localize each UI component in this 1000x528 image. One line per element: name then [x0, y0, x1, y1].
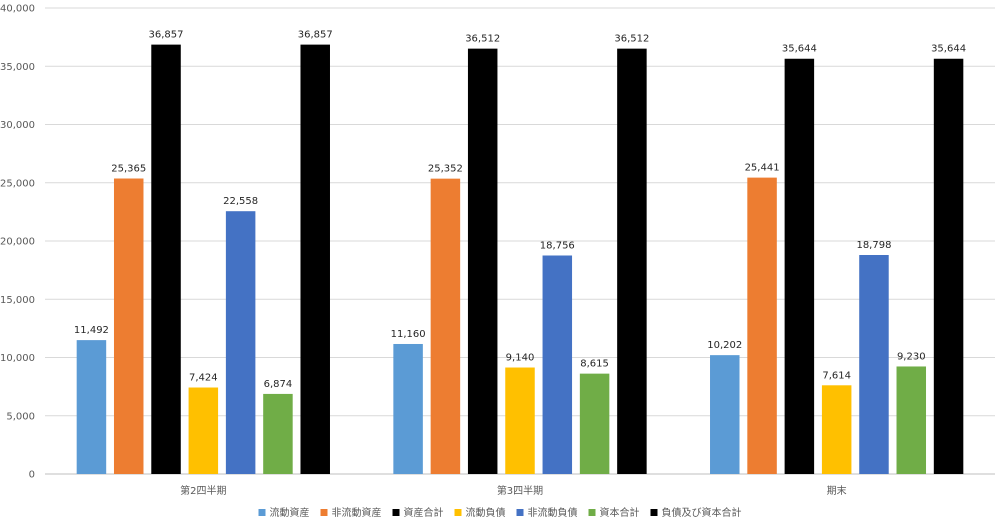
- legend-label: 非流動資産: [332, 506, 382, 519]
- data-label: 36,857: [298, 30, 333, 41]
- data-label: 35,644: [931, 44, 966, 55]
- y-tick-label: 40,000: [0, 4, 35, 15]
- data-label: 25,352: [428, 164, 463, 175]
- legend-swatch: [650, 509, 658, 516]
- bar: [467, 48, 498, 475]
- bar: [76, 340, 107, 474]
- data-label: 36,512: [614, 34, 649, 45]
- bar: [430, 178, 461, 474]
- data-label: 6,874: [264, 379, 293, 390]
- x-category-label: 第3四半期: [497, 484, 543, 497]
- legend-label: 資産合計: [404, 506, 444, 519]
- bar: [710, 355, 740, 474]
- data-label: 18,756: [540, 240, 575, 251]
- bar: [505, 367, 535, 474]
- data-label: 18,798: [856, 240, 891, 251]
- x-category-label: 期末: [827, 484, 847, 497]
- bar: [263, 393, 293, 474]
- data-label: 7,614: [822, 370, 851, 381]
- y-tick-label: 15,000: [0, 295, 35, 306]
- data-label: 11,492: [74, 325, 109, 336]
- legend-label: 負債及び資本合計: [662, 506, 742, 519]
- legend-swatch: [320, 509, 328, 516]
- data-label: 11,160: [391, 329, 426, 340]
- bar: [393, 343, 423, 474]
- bar: [113, 178, 144, 475]
- legend-swatch: [454, 509, 462, 516]
- legend-label: 資本合計: [600, 506, 640, 519]
- bar: [188, 387, 219, 474]
- bar: [784, 58, 815, 474]
- y-tick-label: 20,000: [0, 237, 35, 248]
- legend-swatch: [258, 509, 266, 516]
- data-label: 7,424: [189, 373, 218, 384]
- legend-swatch: [392, 509, 400, 516]
- y-tick-label: 35,000: [0, 62, 35, 73]
- bar: [617, 48, 647, 475]
- legend-swatch: [516, 509, 524, 516]
- y-tick-label: 5,000: [6, 411, 35, 422]
- bar: [542, 255, 573, 474]
- data-label: 35,644: [782, 44, 817, 55]
- bar: [579, 373, 610, 474]
- bar: [896, 366, 927, 474]
- legend-swatch: [588, 509, 596, 516]
- legend-label: 流動負債: [466, 506, 506, 519]
- bar: [933, 58, 964, 474]
- data-label: 8,615: [580, 359, 609, 370]
- data-label: 25,441: [745, 163, 780, 174]
- data-label: 9,140: [506, 353, 535, 364]
- data-label: 22,558: [223, 196, 258, 207]
- data-label: 36,512: [465, 34, 500, 45]
- y-tick-label: 10,000: [0, 353, 35, 364]
- legend-label: 流動資産: [270, 506, 310, 519]
- data-label: 10,202: [707, 340, 742, 351]
- data-label: 36,857: [149, 30, 184, 41]
- y-tick-label: 0: [29, 470, 35, 481]
- y-tick-label: 30,000: [0, 120, 35, 131]
- legend-label: 非流動負債: [528, 506, 578, 519]
- bar: [821, 385, 852, 474]
- x-category-label: 第2四半期: [180, 484, 226, 497]
- data-label: 9,230: [897, 351, 926, 362]
- bar: [300, 44, 330, 474]
- data-label: 25,365: [111, 163, 146, 174]
- bar: [859, 255, 889, 474]
- bar: [225, 211, 256, 475]
- bar: [151, 44, 181, 474]
- bar: [747, 177, 777, 474]
- y-tick-label: 25,000: [0, 178, 35, 189]
